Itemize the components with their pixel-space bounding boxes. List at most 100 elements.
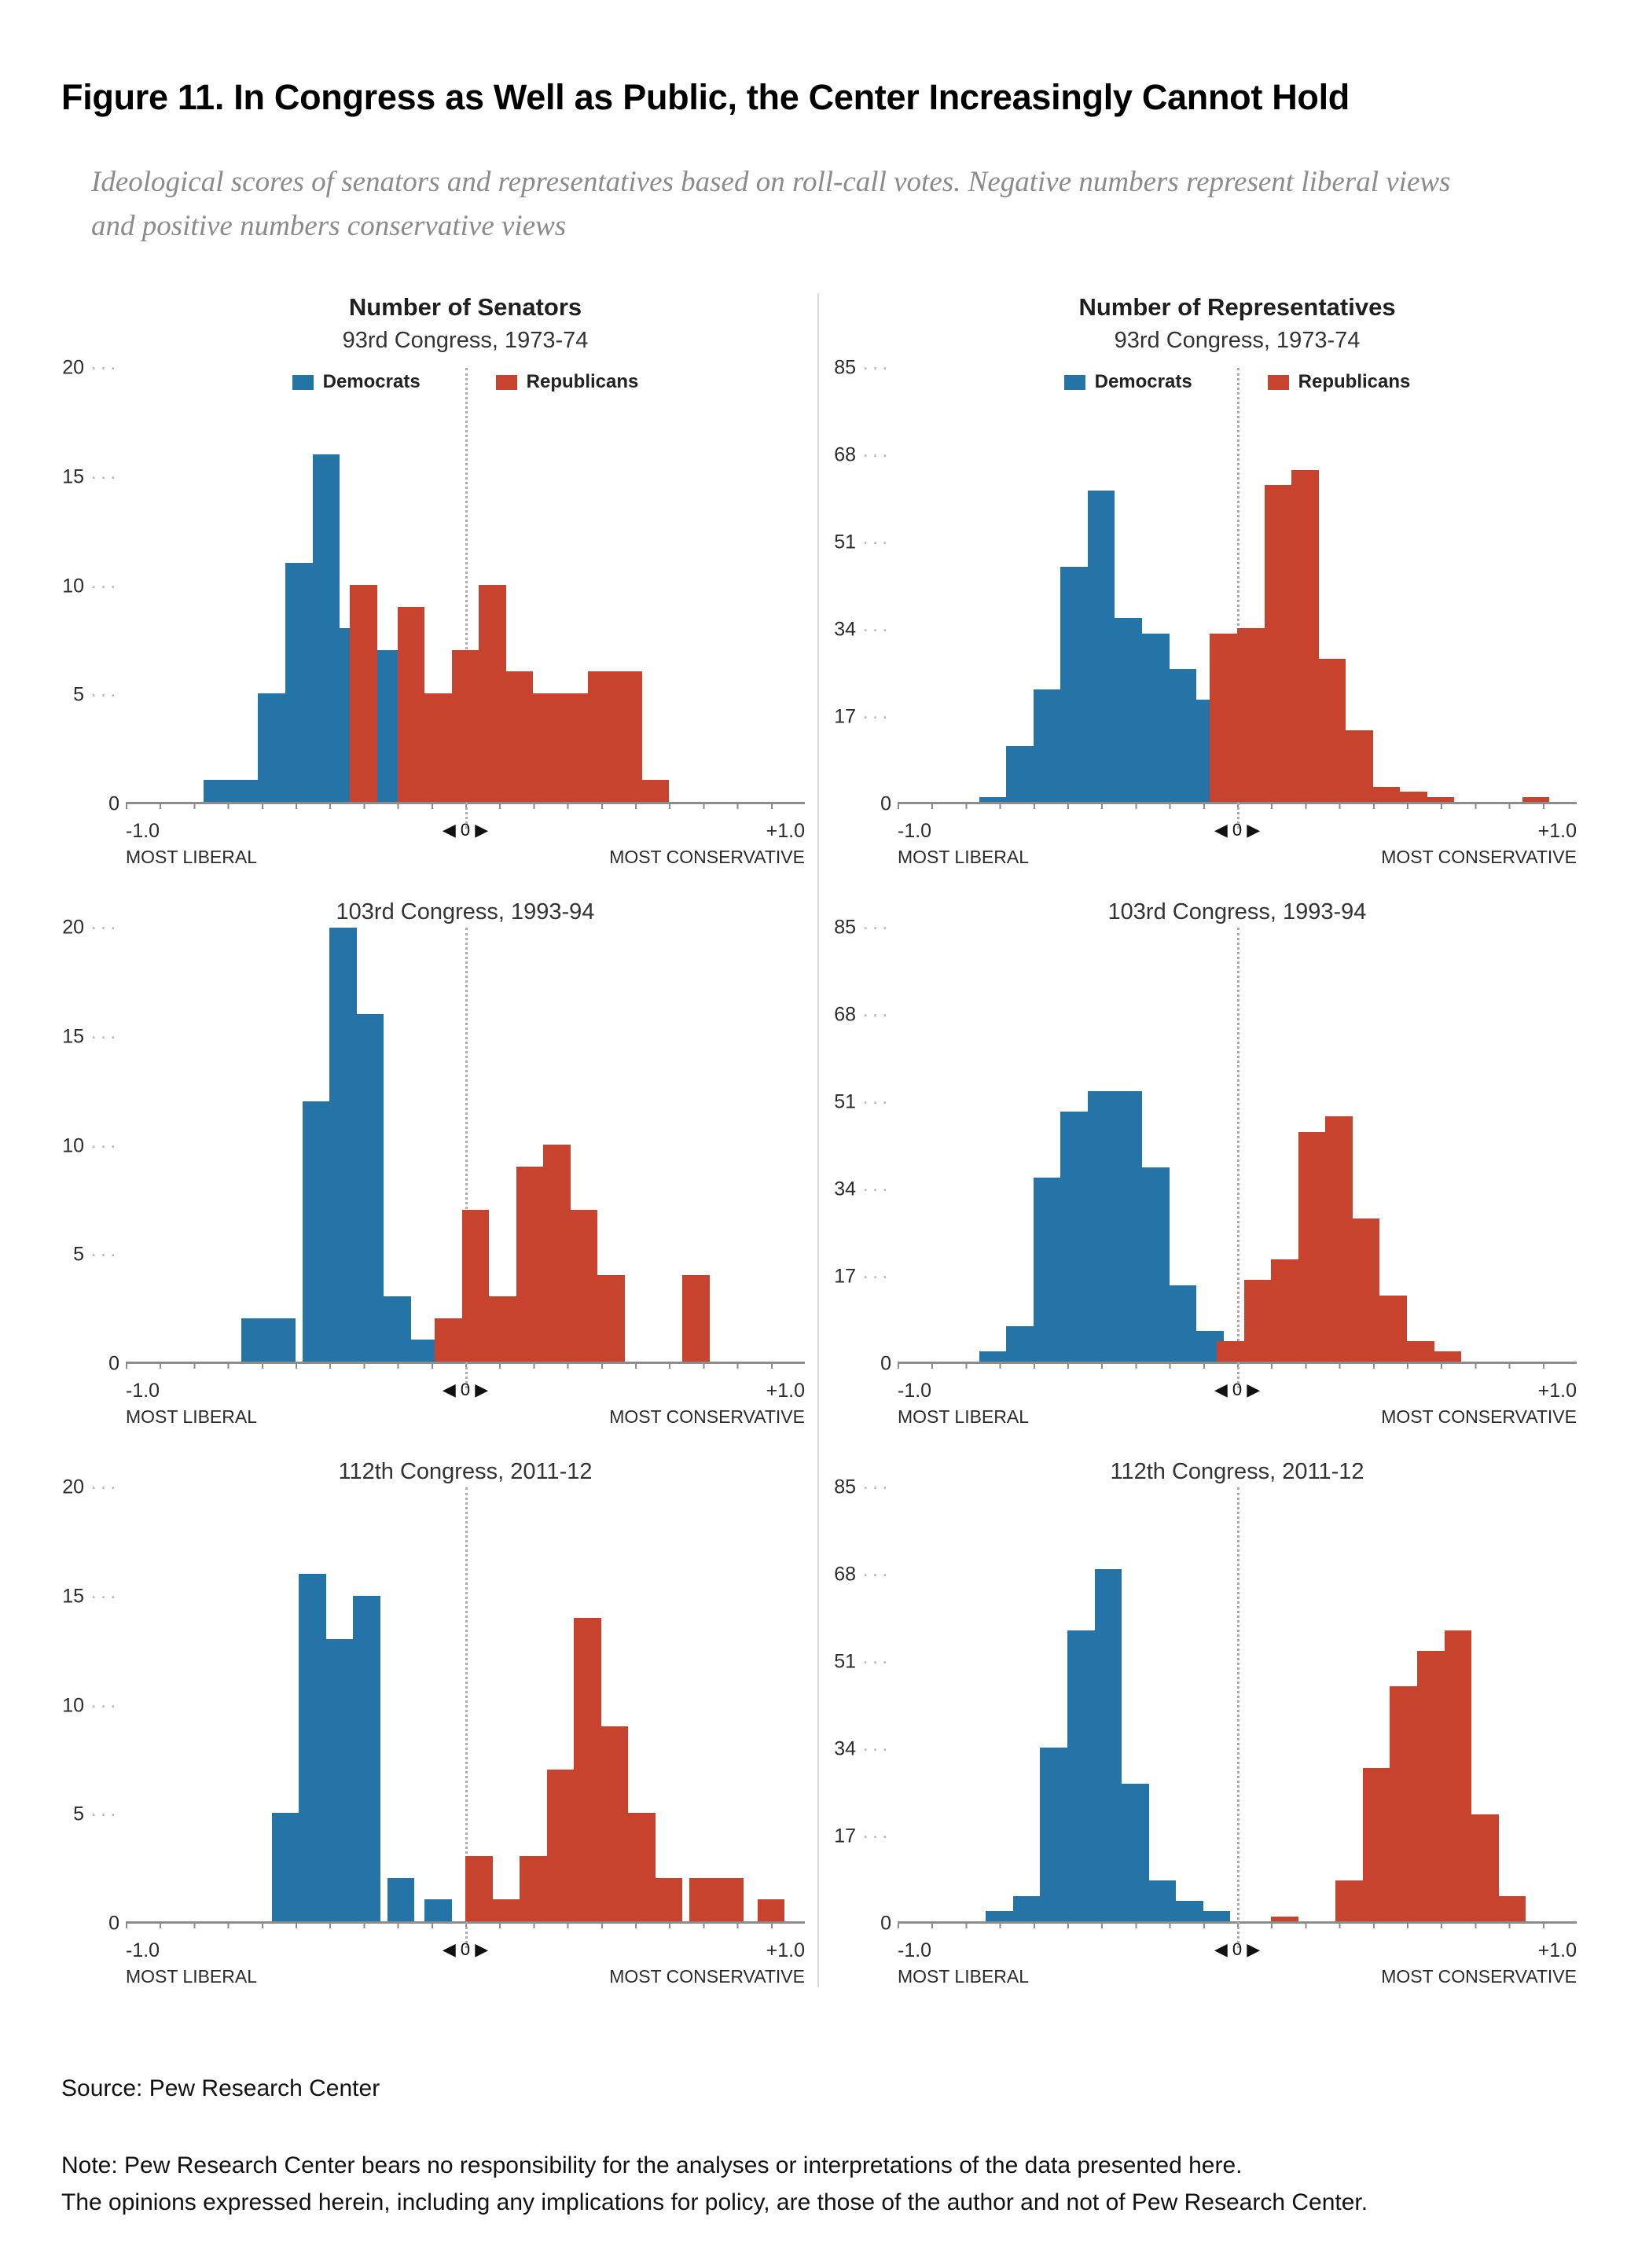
- zero-reference-line: [465, 928, 468, 1388]
- y-tick-label-0: 0: [880, 1352, 891, 1375]
- histogram-bar-republican: [1291, 469, 1319, 802]
- histogram-bar-republican: [505, 671, 534, 802]
- legend-item-democrats: Democrats: [1063, 371, 1192, 393]
- most-conservative-caption: MOST CONSERVATIVE: [1381, 1966, 1577, 1987]
- histogram-bar-republican: [451, 649, 479, 802]
- most-liberal-caption: MOST LIBERAL: [898, 847, 1030, 867]
- source-text: Source: Pew Research Center: [61, 2075, 380, 2101]
- y-tick-label-0: 0: [108, 1912, 119, 1935]
- x-axis-captions: MOST LIBERAL MOST CONSERVATIVE: [898, 1966, 1577, 1987]
- histogram-bar-republican: [1400, 792, 1427, 802]
- x-min-label: -1.0: [898, 1380, 932, 1402]
- histogram-bar-republican: [397, 606, 425, 802]
- x-max-label: +1.0: [766, 1939, 805, 1961]
- histogram-bar-republican: [1362, 1768, 1390, 1921]
- histogram-bar-democrat: [1060, 567, 1088, 802]
- histogram-bar-democrat: [1033, 1178, 1061, 1362]
- histogram-bar-republican: [1522, 796, 1550, 802]
- histogram-bar-republican: [435, 1318, 462, 1362]
- histogram-bar-democrat: [1094, 1568, 1122, 1921]
- histogram-bar-republican: [1416, 1650, 1445, 1921]
- y-axis: 0 17 ··· 34 ··· 51 ··· 68 ··· 85 ···: [833, 917, 898, 1375]
- histogram-bar-democrat: [1142, 1167, 1170, 1362]
- y-tick-label-17: 17 ···: [834, 1265, 891, 1288]
- histogram-bar-republican: [1271, 1916, 1298, 1921]
- histogram-bar-democrat: [424, 1899, 452, 1921]
- y-tick-label-10: 10 ···: [62, 575, 119, 597]
- x-max-label: +1.0: [766, 1380, 805, 1402]
- tick-leader-dots: ···: [862, 1737, 891, 1760]
- histogram-bar-democrat: [1006, 745, 1034, 802]
- charts-grid: Number of Senators 93rd Congress, 1973-7…: [61, 293, 1577, 1987]
- x-axis-captions: MOST LIBERAL MOST CONSERVATIVE: [898, 1406, 1577, 1428]
- democrats-swatch-icon: [1063, 374, 1085, 390]
- histogram-bar-republican: [543, 1145, 571, 1362]
- histogram-bar-republican: [1444, 1630, 1472, 1921]
- tick-leader-dots: ···: [90, 1803, 119, 1825]
- histogram-bar-democrat: [1142, 633, 1170, 802]
- plot-row: 0 17 ··· 34 ··· 51 ··· 68 ··· 85 ··· 112th Congres…: [833, 1459, 1577, 1948]
- histogram-bar-democrat: [1122, 1783, 1149, 1921]
- histogram-bar-democrat: [1012, 1895, 1041, 1921]
- chart-title: 93rd Congress, 1973-74: [342, 328, 589, 353]
- tick-leader-dots: ···: [862, 443, 891, 466]
- tick-leader-dots: ···: [862, 1825, 891, 1847]
- histogram-bar-republican: [641, 780, 670, 802]
- representatives-column: Number of Representatives 93rd Congress,…: [817, 293, 1577, 1987]
- note-text: Note: Pew Research Center bears no respo…: [61, 2148, 1577, 2221]
- histogram-bar-democrat: [1169, 669, 1197, 802]
- histogram-bar-democrat: [1203, 1911, 1231, 1921]
- histogram-bar-democrat: [230, 780, 259, 802]
- most-liberal-caption: MOST LIBERAL: [126, 1406, 258, 1427]
- y-tick-label-0: 0: [108, 792, 119, 815]
- y-tick-label-34: 34 ···: [834, 1178, 891, 1200]
- y-tick-label-0: 0: [880, 792, 891, 815]
- histogram-bar-republican: [689, 1877, 717, 1921]
- tick-leader-dots: ···: [862, 618, 891, 641]
- histogram-bar-democrat: [204, 780, 231, 802]
- histogram-bar-republican: [560, 693, 588, 802]
- zero-reference-line: [1237, 928, 1240, 1388]
- figure-subtitle: Ideological scores of senators and repre…: [91, 166, 1451, 242]
- y-tick-label-17: 17 ···: [834, 705, 891, 728]
- tick-leader-dots: ···: [862, 1476, 891, 1498]
- x-axis-labels: -1.0 ◀ 0 ▶ +1.0: [126, 1924, 805, 1962]
- tick-leader-dots: ···: [90, 1243, 119, 1266]
- histogram-bar-republican: [1335, 1880, 1363, 1921]
- histogram-bar-democrat: [1006, 1325, 1034, 1362]
- y-tick-label-5: 5 ···: [73, 1803, 119, 1825]
- chart-house-103rd-congress: 0 17 ··· 34 ··· 51 ··· 68 ··· 85 ··· 103rd Congres…: [833, 899, 1577, 1428]
- y-tick-label-85: 85 ···: [834, 916, 891, 939]
- x-min-label: -1.0: [126, 820, 160, 842]
- y-tick-label-34: 34 ···: [834, 618, 891, 641]
- y-tick-label-85: 85 ···: [834, 356, 891, 379]
- chart-title: 103rd Congress, 1993-94: [1107, 899, 1367, 924]
- histogram-bar-democrat: [1148, 1880, 1177, 1921]
- histogram-bar-republican: [546, 1769, 575, 1921]
- histogram-bar-democrat: [1115, 1090, 1143, 1362]
- legend-item-republicans: Republicans: [1267, 371, 1410, 393]
- y-tick-label-20: 20 ···: [62, 1476, 119, 1498]
- zero-reference-line: [1237, 368, 1240, 829]
- histogram-plot: 112th Congress, 2011-12: [126, 1459, 805, 1948]
- x-min-label: -1.0: [126, 1939, 160, 1961]
- histogram-bar-democrat: [1087, 490, 1115, 802]
- senators-column: Number of Senators 93rd Congress, 1973-7…: [61, 293, 817, 1987]
- histogram-plot: 112th Congress, 2011-12: [898, 1459, 1577, 1948]
- histogram-bar-republican: [587, 671, 615, 802]
- histogram-bar-republican: [655, 1877, 683, 1921]
- column-header-representatives: Number of Representatives: [1078, 293, 1396, 321]
- chart-header: Number of Representatives 93rd Congress,…: [833, 293, 1577, 354]
- legend-item-democrats: Democrats: [292, 371, 421, 393]
- histogram-bar-republican: [1407, 1341, 1434, 1362]
- histogram-bar-republican: [1243, 1280, 1272, 1362]
- histogram-bar-democrat: [1169, 1285, 1197, 1362]
- histogram-bar-republican: [1298, 1131, 1326, 1362]
- tick-leader-dots: ···: [90, 916, 119, 939]
- tick-leader-dots: ···: [90, 1585, 119, 1608]
- x-max-label: +1.0: [1537, 1380, 1577, 1402]
- tick-leader-dots: ···: [862, 1178, 891, 1200]
- histogram-bar-republican: [520, 1856, 547, 1921]
- x-min-label: -1.0: [126, 1380, 160, 1402]
- histogram-bar-democrat: [979, 796, 1007, 802]
